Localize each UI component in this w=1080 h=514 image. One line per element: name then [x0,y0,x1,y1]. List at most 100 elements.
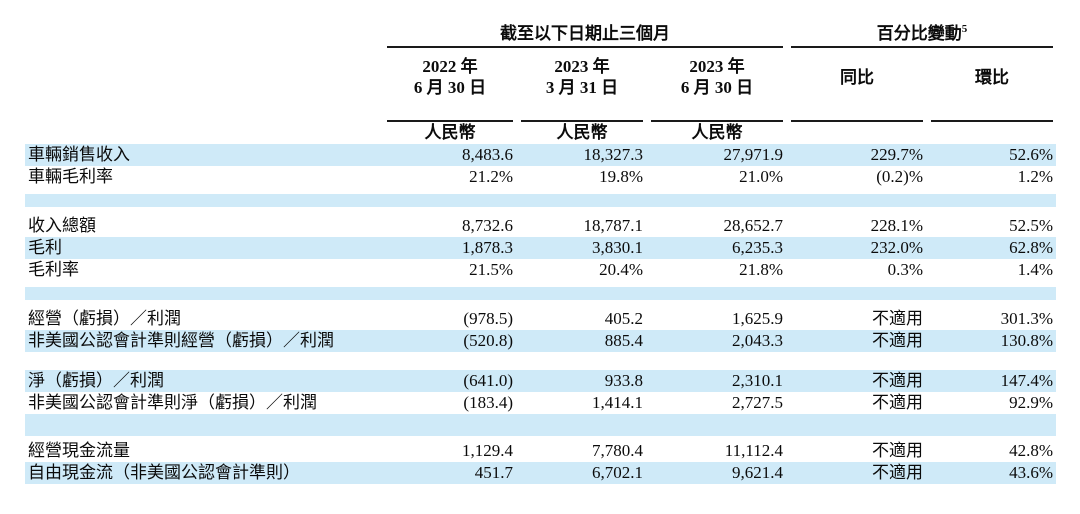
cell-value: 不適用 [872,441,923,460]
cell-value: 不適用 [872,309,923,328]
table-row: 收入總額 8,732.6 18,787.1 28,652.7 228.1% 52.5% [25,215,1056,237]
row-label: 經營（虧損）／利潤 [28,309,181,328]
cell-value: 0.3% [887,260,923,279]
column-header-yoy: 同比 [840,67,874,87]
cell-value: 301.3% [1000,309,1053,328]
row-label: 車輛銷售收入 [28,145,130,164]
cell-value: 21.2% [469,167,513,186]
cell-value: 21.8% [739,260,783,279]
cell-value: 451.7 [474,463,513,482]
cell-value: 2,727.5 [732,393,783,412]
table-row: 經營現金流量 1,129.4 7,780.4 11,112.4 不適用 42.8% [25,440,1056,462]
cell-value: 不適用 [872,331,923,350]
table-row: 非美國公認會計準則淨（虧損）／利潤 (183.4) 1,414.1 2,727.5 不適… [25,392,1056,414]
cell-value: 232.0% [870,238,923,257]
row-label: 毛利率 [28,260,79,279]
unit-label: 人民幣 [691,123,743,142]
table-row: 非美國公認會計準則經營（虧損）／利潤 (520.8) 885.4 2,043.3 不適用… [25,330,1056,352]
cell-value: 130.8% [1000,331,1053,350]
cell-value: 8,483.6 [462,145,513,164]
cell-value: 27,971.9 [723,145,784,164]
table-row: 自由現金流（非美國公認會計準則） 451.7 6,702.1 9,621.4 不適用 43… [25,462,1056,484]
cell-value: 52.5% [1009,216,1053,235]
cell-value: 不適用 [872,393,923,412]
row-label: 淨（虧損）／利潤 [28,371,164,390]
cell-value: 62.8% [1009,238,1053,257]
cell-value: 21.5% [469,260,513,279]
cell-value: 405.2 [604,309,643,328]
cell-value: 229.7% [870,145,923,164]
cell-value: 933.8 [604,371,643,390]
percent-change-group-header: 百分比變動5 [783,24,1053,44]
cell-value: 18,327.3 [583,145,644,164]
row-spacer [25,281,1056,308]
cell-value: 2,310.1 [732,371,783,390]
cell-value: 1,129.4 [462,441,513,460]
column-header-2022-06-30: 2022 年 6 月 30 日 [413,57,487,97]
cell-value: 6,235.3 [732,238,783,257]
currency-unit-row: 人民幣 人民幣 人民幣 [25,122,1056,144]
cell-value: (183.4) [463,393,513,412]
column-underline-row [25,120,1056,122]
cell-value: 885.4 [604,331,643,350]
cell-value: 2,043.3 [732,331,783,350]
cell-value: 1,414.1 [592,393,643,412]
table-row: 淨（虧損）／利潤 (641.0) 933.8 2,310.1 不適用 147.4% [25,370,1056,392]
row-spacer [25,414,1056,440]
cell-value: 11,112.4 [724,441,783,460]
column-header-2023-06-30: 2023 年 6 月 30 日 [680,57,754,97]
table-row: 毛利 1,878.3 3,830.1 6,235.3 232.0% 62.8% [25,237,1056,259]
column-underline [387,118,513,122]
cell-value: 1.4% [1017,260,1053,279]
cell-value: 18,787.1 [583,216,644,235]
group-underline-row [25,44,1056,48]
footnote-reference: 5 [961,23,968,35]
cell-value: 7,780.4 [592,441,643,460]
unit-label: 人民幣 [556,123,608,142]
cell-value: 52.6% [1009,145,1053,164]
cell-value: 19.8% [599,167,643,186]
cell-value: 92.9% [1009,393,1053,412]
table-row: 車輛毛利率 21.2% 19.8% 21.0% (0.2)% 1.2% [25,166,1056,188]
row-label: 車輛毛利率 [28,167,113,186]
percent-change-label: 百分比變動 [876,24,962,43]
cell-value: 不適用 [872,463,923,482]
group-underline-percent-change [791,44,1053,48]
cell-value: 28,652.7 [723,216,784,235]
cell-value: 228.1% [870,216,923,235]
row-label: 自由現金流（非美國公認會計準則） [28,463,300,482]
column-header-2023-03-31: 2023 年 3 月 31 日 [545,57,619,97]
cell-value: (0.2)% [876,167,923,186]
cell-value: 6,702.1 [592,463,643,482]
cell-value: 43.6% [1009,463,1053,482]
cell-value: 1.2% [1017,167,1053,186]
table-row: 車輛銷售收入 8,483.6 18,327.3 27,971.9 229.7% 52.6% [25,144,1056,166]
column-underline [791,118,923,122]
column-header-row: 2022 年 6 月 30 日 2023 年 3 月 31 日 2023 年 6… [25,48,1056,98]
cell-value: 21.0% [739,167,783,186]
cell-value: 42.8% [1009,441,1053,460]
group-underline-periods [387,44,783,48]
financial-table: 截至以下日期止三個月 百分比變動5 2022 年 6 月 30 日 2023 年… [25,24,1056,484]
row-label: 非美國公認會計準則淨（虧損）／利潤 [28,393,317,412]
period-group-label: 截至以下日期止三個月 [500,24,670,43]
column-underline [931,118,1053,122]
row-spacer [25,188,1056,215]
cell-value: 8,732.6 [462,216,513,235]
row-label: 非美國公認會計準則經營（虧損）／利潤 [28,331,334,350]
column-header-qoq: 環比 [975,67,1009,87]
row-label: 毛利 [28,238,62,257]
row-label: 收入總額 [28,216,96,235]
cell-value: 3,830.1 [592,238,643,257]
table-body: 車輛銷售收入 8,483.6 18,327.3 27,971.9 229.7% 52.6%… [25,144,1056,484]
cell-value: 不適用 [872,371,923,390]
cell-value: (641.0) [463,371,513,390]
cell-value: (978.5) [463,309,513,328]
cell-value: 1,625.9 [732,309,783,328]
table-row: 毛利率 21.5% 20.4% 21.8% 0.3% 1.4% [25,259,1056,281]
unit-label: 人民幣 [424,123,476,142]
row-spacer [25,352,1056,370]
cell-value: 147.4% [1000,371,1053,390]
cell-value: 9,621.4 [732,463,783,482]
cell-value: 20.4% [599,260,643,279]
